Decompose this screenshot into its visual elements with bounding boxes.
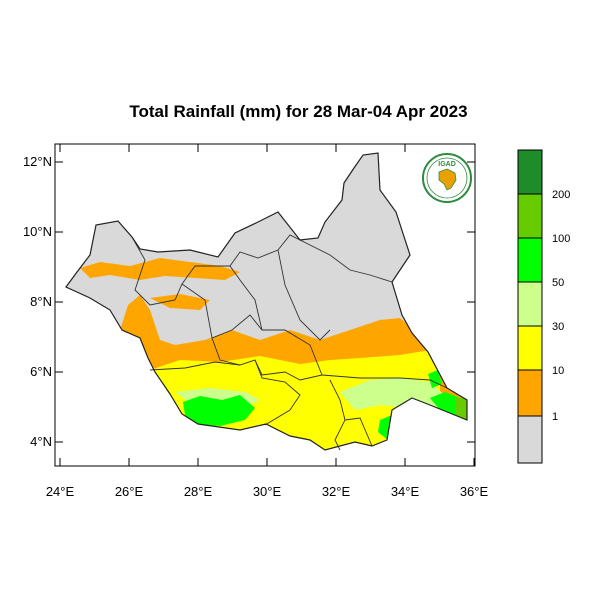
rain-patch-west [150,294,210,310]
legend-swatch-50-100 [518,238,542,282]
y-axis-ticks [55,161,475,443]
legend-label: 1 [552,411,558,423]
legend-swatch-100-200 [518,194,542,238]
state-boundaries [131,234,448,451]
legend-swatch-30-50 [518,282,542,326]
legend-swatch-200-plus [518,150,542,194]
legend-swatch-10-30 [518,326,542,370]
x-tick-label: 36°E [460,484,489,499]
y-tick-label: 12°N [23,154,52,169]
rain-band-100-200 [455,398,467,420]
legend-swatch-below-1 [518,416,542,463]
x-tick-label: 34°E [391,484,420,499]
igad-logo-text: IGAD [438,161,456,168]
africa-map-icon [438,168,457,191]
map-title: Total Rainfall (mm) for 28 Mar-04 Apr 20… [129,102,468,121]
national-border [65,152,468,451]
legend-label: 200 [552,189,570,201]
x-axis-ticks [59,144,475,466]
rain-band-50-100-west [183,395,255,426]
rain-patch-50-100-ne [428,370,442,388]
rain-patch-north-west [80,258,240,280]
y-tick-label: 4°N [30,434,52,449]
x-tick-label: 28°E [184,484,213,499]
legend-swatch-1-10 [518,370,542,416]
legend-label: 50 [552,277,564,289]
x-tick-label: 26°E [115,484,144,499]
legend-label: 10 [552,365,564,377]
x-tick-label: 24°E [46,484,75,499]
x-tick-label: 32°E [322,484,351,499]
legend-label: 100 [552,233,570,245]
legend-label: 30 [552,321,564,333]
y-tick-label: 8°N [30,294,52,309]
legend-colorbar [517,149,543,464]
rain-band-50-100-east [430,392,462,416]
y-tick-label: 10°N [23,224,52,239]
x-tick-label: 30°E [253,484,282,499]
igad-logo: IGAD [422,153,472,203]
y-tick-label: 6°N [30,364,52,379]
